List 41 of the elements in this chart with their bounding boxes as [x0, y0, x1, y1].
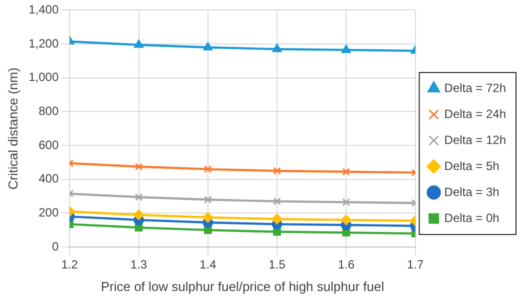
y-tick-label: 600 [38, 138, 59, 152]
point [204, 226, 212, 234]
legend-label: Delta = 12h [444, 132, 506, 147]
x-tick-label: 1.7 [406, 258, 424, 272]
point [342, 198, 350, 206]
point [204, 165, 212, 174]
legend-label: Delta = 72h [444, 80, 506, 95]
y-axis-title: Critical distance (nm) [5, 68, 20, 190]
point [202, 212, 214, 223]
legend-label: Delta = 5h [444, 158, 500, 173]
y-tick-label: 1,000 [28, 70, 59, 84]
y-tick-label: 800 [38, 104, 59, 118]
legend-label: Delta = 24h [444, 106, 506, 121]
y-tick-label: 0 [52, 239, 59, 254]
point [134, 210, 144, 220]
x-axis-title: Price of low sulphur fuel/price of high sulphur fuel [100, 278, 384, 294]
y-tick-label: 1,400 [28, 2, 59, 17]
y-tick-label: 400 [38, 172, 59, 186]
point [134, 193, 143, 202]
x-tick-label: 1.4 [200, 258, 217, 272]
point [273, 228, 281, 236]
x-tick-label: 1.5 [268, 258, 286, 272]
point [272, 44, 282, 52]
legend-label: Delta = 0h [444, 210, 500, 225]
y-tick-label: 1,200 [28, 36, 59, 50]
point [273, 166, 281, 175]
point [134, 40, 144, 48]
x-tick-label: 1.6 [338, 258, 355, 272]
point [342, 168, 350, 176]
point [273, 197, 281, 206]
point [203, 42, 213, 50]
point [342, 44, 351, 53]
point [272, 214, 282, 224]
y-tick-label: 200 [38, 205, 59, 220]
point [340, 214, 352, 226]
point [342, 228, 350, 237]
x-tick-label: 1.3 [130, 258, 148, 272]
legend-label: Delta = 3h [444, 184, 500, 199]
point [204, 196, 212, 204]
point [134, 162, 143, 171]
x-tick-label: 1.2 [61, 258, 78, 272]
